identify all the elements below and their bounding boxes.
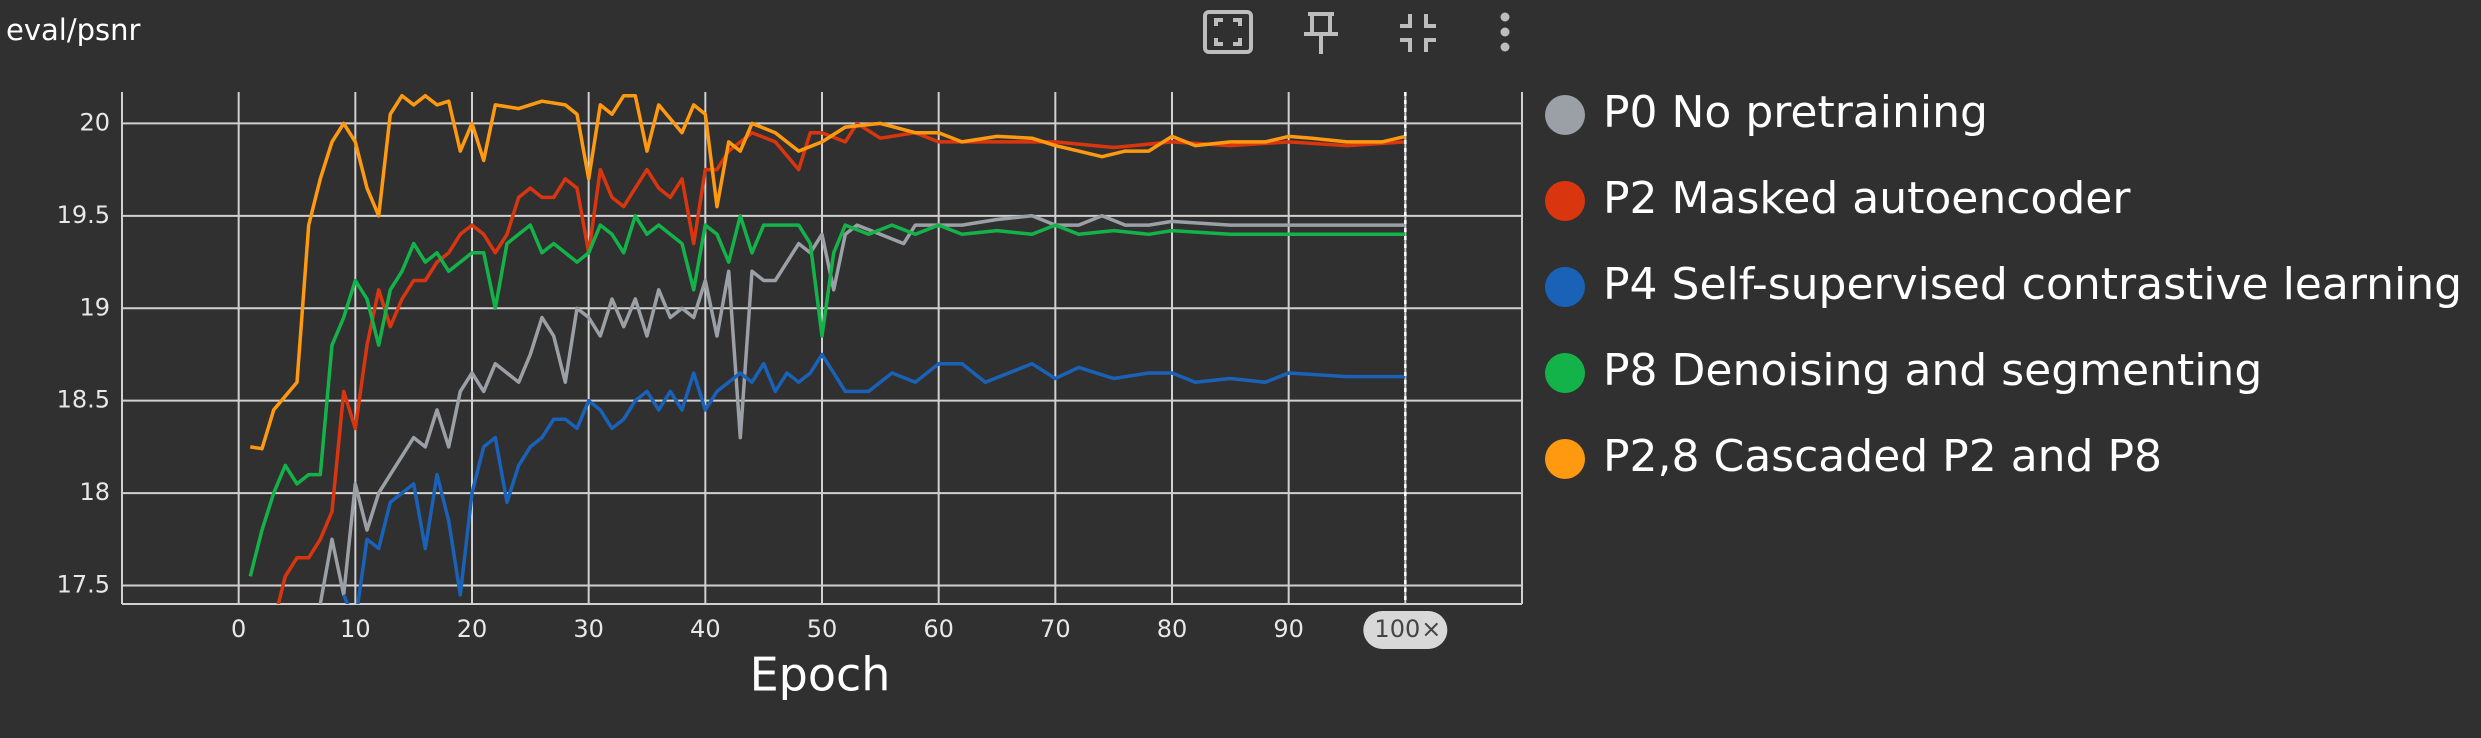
- series-line: [318, 214, 1406, 604]
- y-tick-label: 19.5: [57, 201, 110, 229]
- legend-label: P2 Masked autoencoder: [1603, 173, 2131, 224]
- legend-label: P0 No pretraining: [1603, 87, 1988, 138]
- legend-swatch: [1545, 181, 1585, 221]
- x-tick-label: 90: [1273, 615, 1304, 643]
- series-line: [342, 352, 1406, 604]
- legend-label: P8 Denoising and segmenting: [1603, 345, 2262, 396]
- y-tick-label: 19: [79, 293, 110, 321]
- x-tick-label: 60: [923, 615, 954, 643]
- x-tick-label: 30: [573, 615, 604, 643]
- labels: 17.5 18 18.5 19 19.5 20 0 10 20 30 40 50 60 70 80 90 100…: [57, 87, 2462, 649]
- toolbar: [1203, 10, 1510, 54]
- x-tick-label: 100: [1374, 615, 1420, 643]
- legend-swatch: [1545, 439, 1585, 479]
- x-tick-label: 10: [340, 615, 371, 643]
- x-tick-label: 50: [807, 615, 838, 643]
- y-tick-label: 17.5: [57, 571, 110, 599]
- pin-button[interactable]: [1304, 12, 1338, 54]
- x-tick-label: 20: [457, 615, 488, 643]
- x-tick-label: 40: [690, 615, 721, 643]
- y-tick-label: 18.5: [57, 386, 110, 414]
- fullscreen-button[interactable]: [1203, 10, 1253, 54]
- legend-label: P4 Self-supervised contrastive learning: [1603, 259, 2462, 310]
- legend-swatch: [1545, 267, 1585, 307]
- series-line: [276, 121, 1406, 604]
- more-button[interactable]: [1500, 12, 1510, 52]
- y-tick-label: 18: [79, 478, 110, 506]
- y-tick-label: 20: [79, 108, 110, 136]
- legend-swatch: [1545, 353, 1585, 393]
- collapse-button[interactable]: [1400, 14, 1436, 52]
- x-tick-label: 70: [1040, 615, 1071, 643]
- x-axis-label: Epoch: [750, 648, 891, 702]
- lines: [248, 93, 1406, 604]
- chart-title: eval/psnr: [6, 13, 140, 47]
- series-line: [250, 93, 1406, 451]
- legend-swatch: [1545, 95, 1585, 135]
- x-tick-label: 80: [1157, 615, 1188, 643]
- cursor-close[interactable]: ×: [1421, 615, 1441, 643]
- cursor-badge: [1363, 611, 1448, 649]
- x-tick-label: 0: [231, 615, 246, 643]
- legend-label: P2,8 Cascaded P2 and P8: [1603, 431, 2162, 482]
- grid: [121, 92, 1523, 605]
- series-line: [248, 214, 1406, 577]
